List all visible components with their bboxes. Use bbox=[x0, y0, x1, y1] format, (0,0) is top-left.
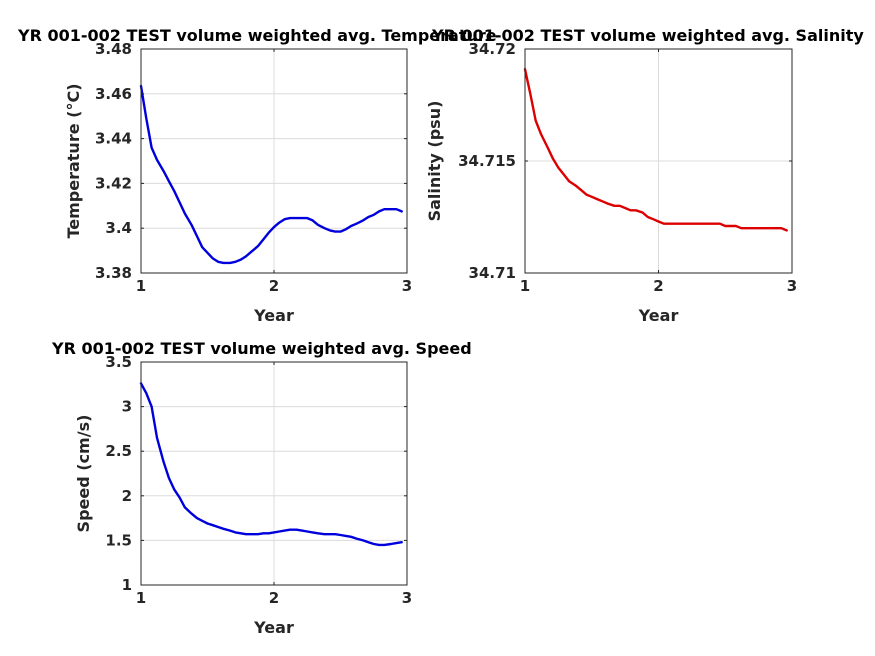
chart3-ytick-label-0: 1 bbox=[122, 576, 132, 594]
chart1-title: YR 001-002 TEST volume weighted avg. Tem… bbox=[17, 26, 497, 45]
chart3-title: YR 001-002 TEST volume weighted avg. Spe… bbox=[51, 339, 472, 358]
chart2: 1 2 3 34.71 34.715 34.72 Year Salinity (psu) YR … bbox=[425, 26, 864, 325]
chart3-xtick-label-2: 3 bbox=[402, 589, 412, 607]
chart3-ytick-label-3: 2.5 bbox=[105, 442, 132, 460]
chart1-ylabel: Temperature (°C) bbox=[64, 83, 83, 238]
chart3-xtick-label-0: 1 bbox=[136, 589, 146, 607]
chart2-xlabel: Year bbox=[638, 306, 679, 325]
chart1-ytick-label-4: 3.46 bbox=[95, 85, 132, 103]
chart1-xtick-label-0: 1 bbox=[136, 277, 146, 295]
chart1-series-line-0 bbox=[139, 84, 403, 265]
chart3-series-line-0 bbox=[139, 382, 403, 547]
chart3-xtick-label-1: 2 bbox=[269, 589, 279, 607]
chart2-ylabel: Salinity (psu) bbox=[425, 101, 444, 222]
chart3-ytick-label-1: 1.5 bbox=[105, 531, 132, 549]
chart2-xtick-label-2: 3 bbox=[787, 277, 797, 295]
chart1: 1 2 3 3.38 3.4 3.42 3.44 3.46 3.48 Year Temperatur… bbox=[17, 26, 497, 325]
chart3-ytick-label-2: 2 bbox=[122, 487, 132, 505]
chart1-ytick-label-5: 3.48 bbox=[95, 40, 132, 58]
chart1-xtick-label-1: 2 bbox=[269, 277, 279, 295]
chart1-ytick-label-3: 3.44 bbox=[95, 130, 132, 148]
chart2-xtick-label-1: 2 bbox=[653, 277, 663, 295]
chart2-ytick-label-1: 34.715 bbox=[458, 152, 516, 170]
chart2-series-line-0 bbox=[523, 67, 788, 232]
chart2-xtick-label-0: 1 bbox=[520, 277, 530, 295]
chart1-xtick-label-2: 3 bbox=[402, 277, 412, 295]
chart3-ylabel: Speed (cm/s) bbox=[74, 415, 93, 533]
chart1-ytick-label-1: 3.4 bbox=[105, 219, 132, 237]
chart3-ytick-label-4: 3 bbox=[122, 398, 132, 416]
chart3: 1 2 3 1 1.5 2 2.5 3 3.5 Year Speed (cm/s) YR 001-00… bbox=[51, 339, 472, 637]
chart3-xlabel: Year bbox=[253, 618, 294, 637]
chart1-ytick-label-2: 3.42 bbox=[95, 174, 132, 192]
chart2-ytick-label-2: 34.72 bbox=[469, 40, 516, 58]
chart1-ytick-label-0: 3.38 bbox=[95, 264, 132, 282]
chart3-ytick-label-5: 3.5 bbox=[105, 353, 132, 371]
chart2-title: YR 001-002 TEST volume weighted avg. Sal… bbox=[431, 26, 864, 45]
chart1-xlabel: Year bbox=[253, 306, 294, 325]
chart2-ytick-label-0: 34.71 bbox=[469, 264, 516, 282]
